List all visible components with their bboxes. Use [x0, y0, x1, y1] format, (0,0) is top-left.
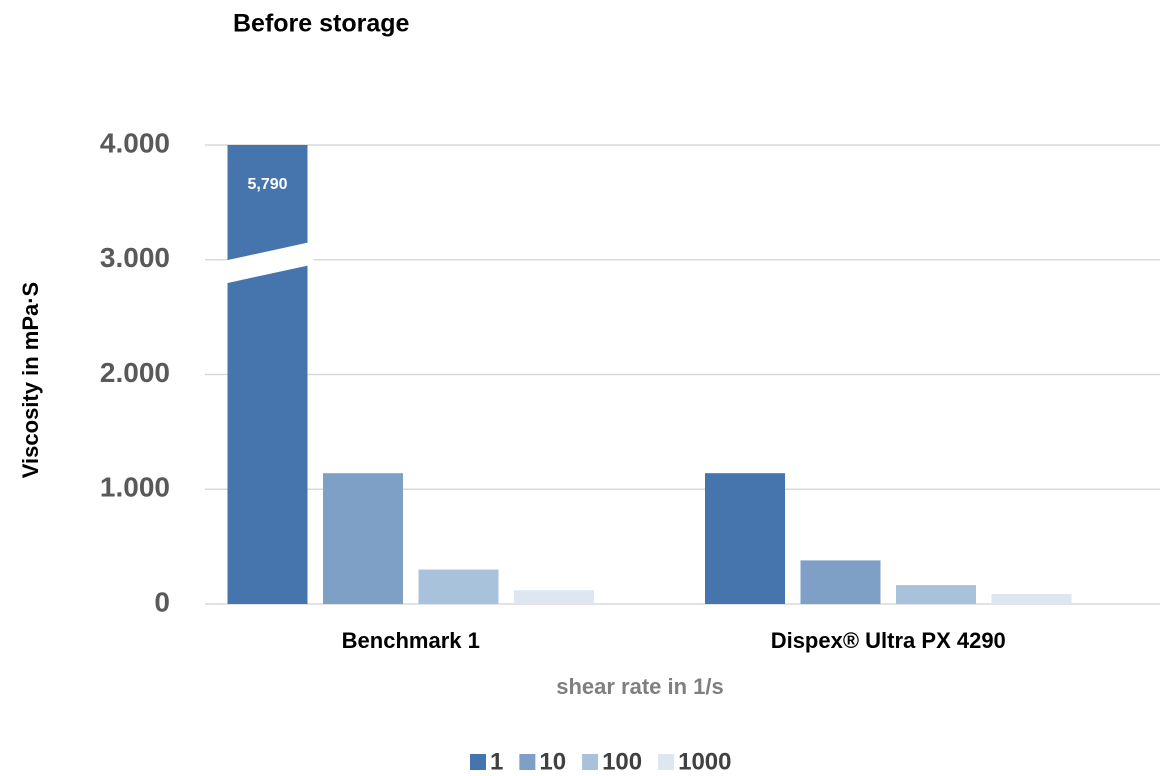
legend-label: 100	[602, 748, 642, 775]
x-tick-label: Dispex® Ultra PX 4290	[771, 628, 1006, 653]
bar	[514, 590, 594, 604]
legend-swatch	[658, 754, 675, 770]
y-tick-label: 2.000	[100, 357, 170, 388]
legend-label: 10	[539, 748, 566, 775]
bar	[991, 594, 1072, 604]
bar	[705, 473, 785, 604]
y-tick-label: 1.000	[100, 472, 170, 503]
legend-swatch	[470, 754, 486, 770]
x-tick-label: Benchmark 1	[342, 628, 480, 653]
legend-label: 1000	[678, 748, 731, 775]
legend-label: 1	[490, 748, 503, 775]
bar	[227, 145, 308, 604]
axis-break	[221, 241, 314, 285]
y-tick-label: 4.000	[100, 127, 170, 158]
y-tick-label: 0	[154, 586, 170, 617]
y-axis-title: Viscosity in mPa·S	[18, 282, 43, 478]
legend-swatch	[519, 754, 536, 770]
bar	[800, 560, 881, 604]
bar	[323, 473, 403, 604]
data-label: 5,790	[247, 176, 287, 193]
chart-title: Before storage	[233, 10, 410, 38]
bar	[896, 585, 976, 604]
bar	[418, 569, 499, 604]
x-axis-title: shear rate in 1/s	[556, 674, 724, 699]
y-tick-label: 3.000	[100, 242, 170, 273]
legend-swatch	[582, 754, 599, 770]
